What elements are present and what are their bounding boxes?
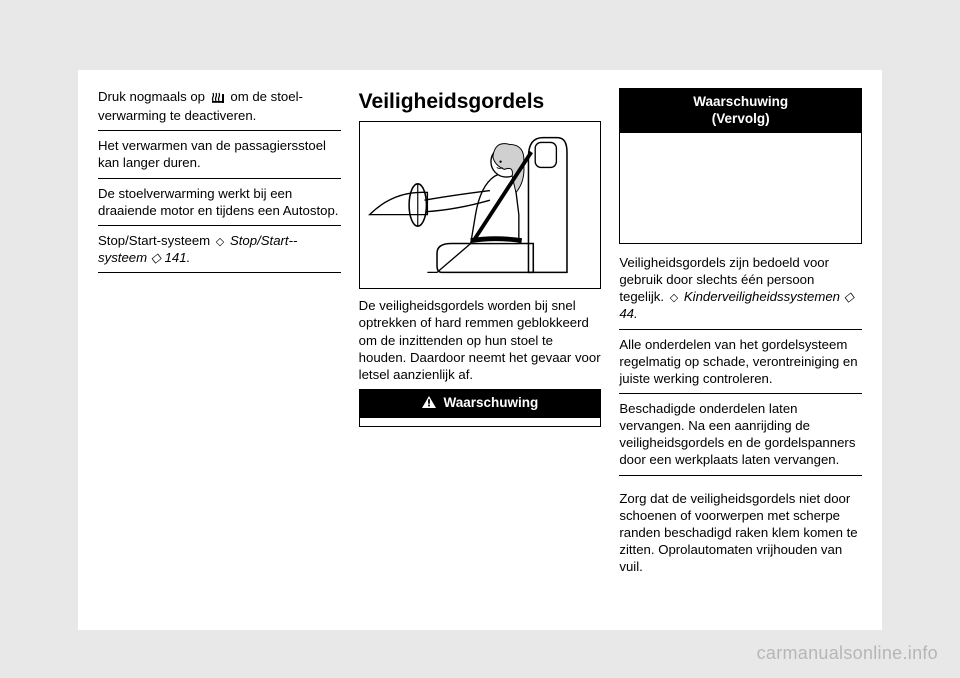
divider	[98, 272, 341, 273]
page-ref-icon: ◇	[216, 235, 224, 249]
col3-para-2: Alle onderdelen van het gordel­sys­teem …	[619, 336, 862, 387]
divider	[98, 130, 341, 131]
text: ◇	[151, 250, 165, 265]
page-ref-link: Kinderveiligheidssys­temen	[684, 289, 840, 304]
column-3: Waarschuwing (Vervolg) Veiligheidsgordel…	[619, 88, 862, 612]
column-1: Druk nogmaals op om de stoel­verwarming …	[98, 88, 341, 612]
watermark: carmanualsonline.info	[757, 643, 938, 664]
col1-para-2: Het verwarmen van de passagiers­stoel ka…	[98, 137, 341, 171]
col1-para-1: Druk nogmaals op om de stoel­verwarming …	[98, 88, 341, 124]
warning-subtitle: (Vervolg)	[624, 111, 857, 128]
warning-box: Waarschuwing	[359, 389, 602, 427]
seatbelt-illustration	[359, 121, 602, 289]
warning-header: Waarschuwing	[360, 390, 601, 418]
text: Stop/Start-systeem	[98, 233, 214, 248]
divider	[98, 225, 341, 226]
warning-body	[620, 133, 861, 243]
divider	[619, 475, 862, 476]
col3-para-4: Zorg dat de veiligheidsgordels niet door…	[619, 490, 862, 576]
col3-para-3: Beschadigde onderdelen laten vervangen. …	[619, 400, 862, 469]
column-2: Veiligheidsgordels	[359, 88, 602, 612]
col1-para-4: Stop/Start-systeem ◇ Stop/Start-­systeem…	[98, 232, 341, 266]
section-heading: Veiligheidsgordels	[359, 88, 602, 115]
spacer	[619, 244, 862, 254]
warning-continued-header: Waarschuwing (Vervolg)	[620, 89, 861, 133]
col2-para-1: De veiligheidsgordels worden bij snel op…	[359, 297, 602, 383]
divider	[619, 393, 862, 394]
divider	[619, 329, 862, 330]
text: Druk nogmaals op	[98, 89, 209, 104]
divider	[98, 178, 341, 179]
warning-title: Waarschuwing	[624, 94, 857, 111]
page-ref-icon: ◇	[670, 291, 678, 305]
col1-para-3: De stoelverwarming werkt bij een draaien…	[98, 185, 341, 219]
warning-body	[360, 418, 601, 426]
spacer	[619, 482, 862, 490]
page-ref-number: 44	[619, 306, 634, 321]
page-ref-number: 141	[165, 250, 187, 265]
warning-continued-box: Waarschuwing (Vervolg)	[619, 88, 862, 244]
manual-page: Druk nogmaals op om de stoel­verwarming …	[78, 70, 882, 630]
col3-para-1: Veiligheidsgordels zijn bedoeld voor geb…	[619, 254, 862, 323]
warning-title: Waarschuwing	[444, 395, 539, 410]
seat-heating-icon	[211, 90, 225, 107]
warning-triangle-icon	[422, 396, 436, 413]
